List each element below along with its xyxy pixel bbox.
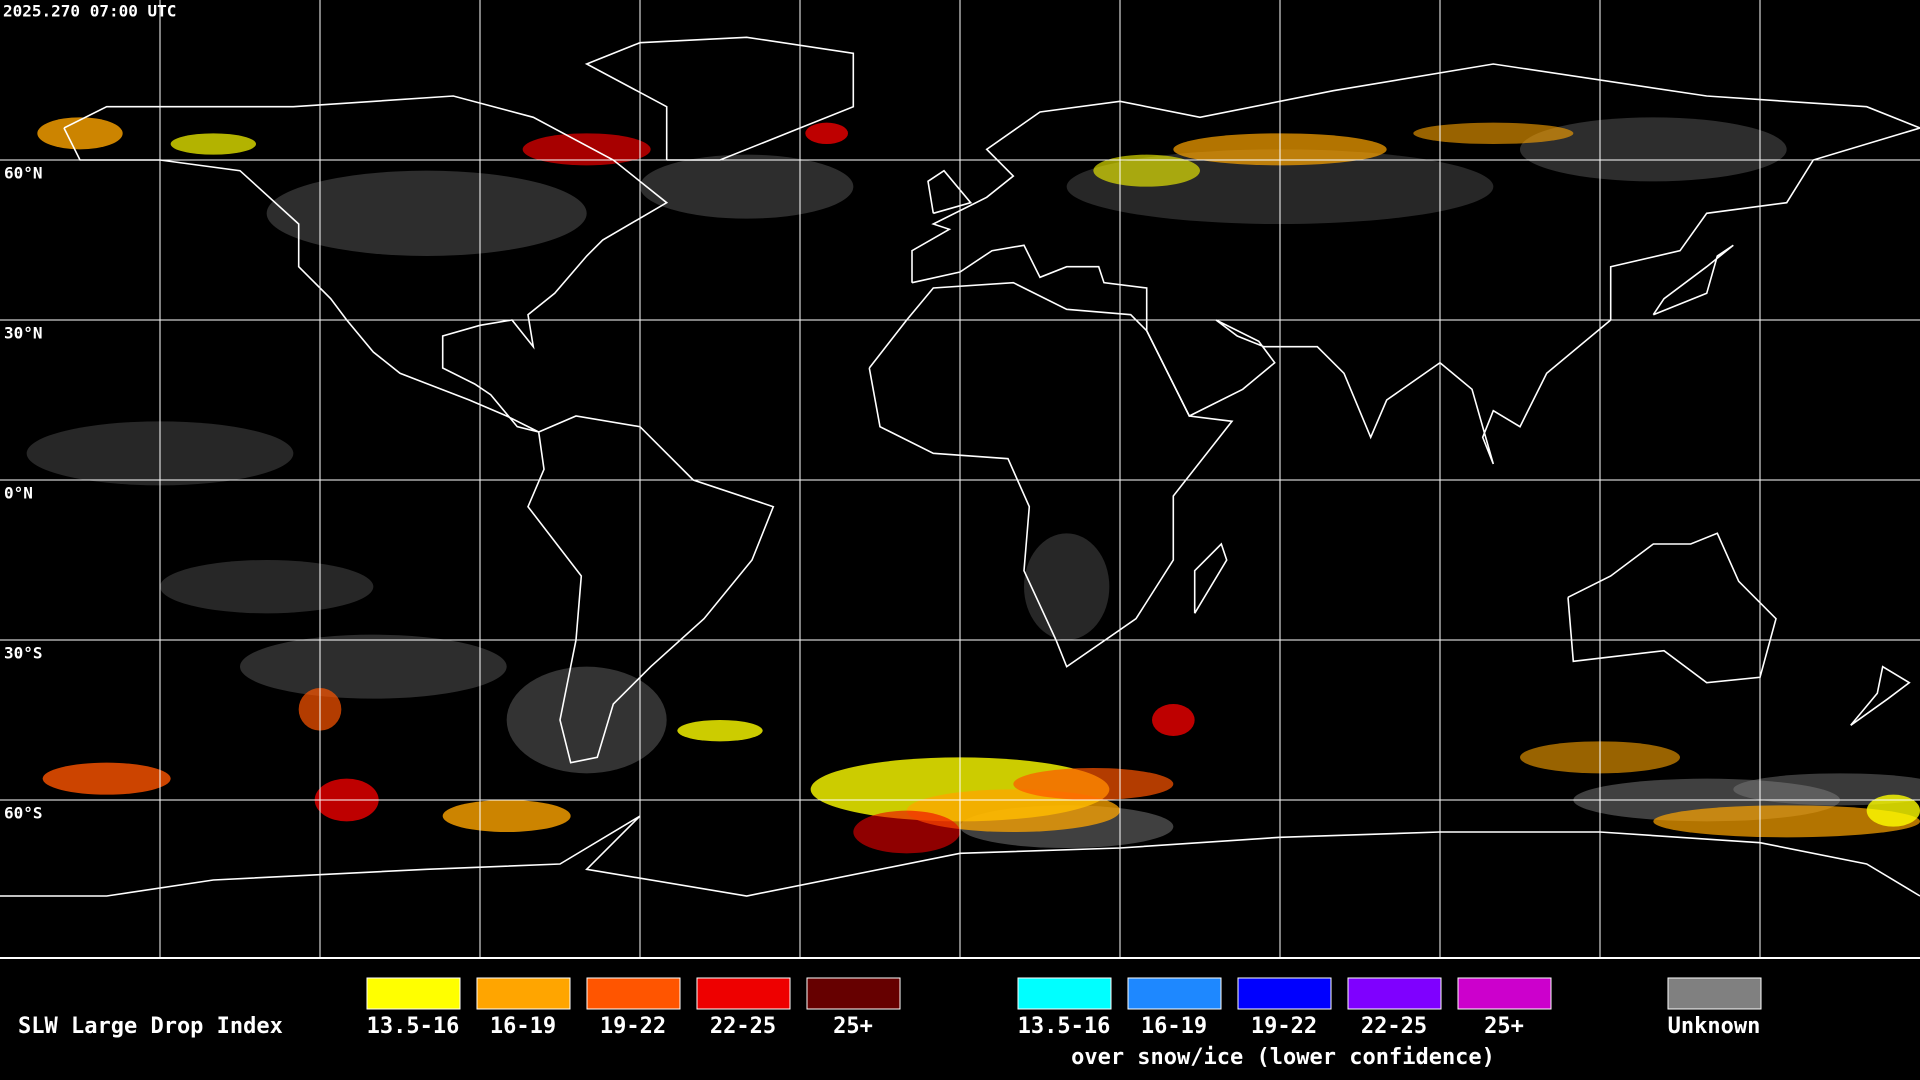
- legend-swatch: [696, 977, 791, 1010]
- coastline: [63, 95, 669, 433]
- map-border: [0, 957, 1920, 959]
- coastline: [868, 281, 1234, 668]
- cloud-patch: [1013, 768, 1174, 800]
- cloud-patch: [1093, 154, 1200, 187]
- latitude-label: 30°S: [4, 644, 43, 663]
- cloud-patch: [170, 133, 256, 155]
- coastline: [1567, 532, 1777, 684]
- legend-swatch: [1237, 977, 1332, 1010]
- coastline: [1850, 665, 1911, 726]
- legend-swatch: [366, 977, 461, 1010]
- cloud-patch: [805, 122, 849, 144]
- legend-label: 16-19: [490, 1014, 556, 1039]
- latitude-label: 60°S: [4, 804, 43, 823]
- cloud-patch: [1866, 794, 1920, 827]
- cloud-patch: [506, 666, 667, 774]
- legend: 13.5-16 16-19 19-22 22-25 25+ 13.5-16 16-19 19-…: [366, 977, 1762, 1070]
- legend-label: 25+: [1484, 1014, 1524, 1039]
- cloud-patch: [160, 560, 374, 614]
- legend-title: SLW Large Drop Index: [18, 1014, 283, 1039]
- legend-label: 22-25: [1361, 1014, 1427, 1039]
- legend-label: 16-19: [1141, 1014, 1207, 1039]
- legend-label: 19-22: [1251, 1014, 1317, 1039]
- legend-swatch: [476, 977, 571, 1010]
- legend-label: 19-22: [600, 1014, 666, 1039]
- coastline: [927, 169, 973, 215]
- cloud-patch: [1413, 122, 1574, 144]
- legend-label: 22-25: [710, 1014, 776, 1039]
- cloud-patch: [677, 720, 763, 742]
- cloud-patch: [1520, 117, 1787, 182]
- legend-label: 13.5-16: [1018, 1014, 1111, 1039]
- legend-swatch: [1127, 977, 1222, 1010]
- coastline: [0, 815, 1920, 897]
- coastline: [1193, 542, 1228, 614]
- cloud-patch: [1733, 773, 1920, 806]
- legend-swatch: [1017, 977, 1112, 1010]
- legend-swatch: [586, 977, 681, 1010]
- cloud-patch: [1152, 704, 1195, 736]
- legend-label: 13.5-16: [367, 1014, 460, 1039]
- legend-swatch: [806, 977, 901, 1010]
- legend-label: 25+: [833, 1014, 873, 1039]
- legend-caption: over snow/ice (lower confidence): [1071, 1045, 1495, 1070]
- latitude-label: 60°N: [4, 164, 43, 183]
- graticule: [0, 0, 1920, 957]
- cloud-patch: [853, 810, 961, 854]
- latitude-label: 30°N: [4, 324, 43, 343]
- cloud-patch: [1023, 533, 1110, 641]
- legend-swatch: [1457, 977, 1552, 1010]
- cloud-patch: [640, 154, 854, 219]
- legend-swatch: [1347, 977, 1442, 1010]
- cloud-patch: [1653, 805, 1920, 838]
- timestamp: 2025.270 07:00 UTC: [3, 2, 176, 21]
- coastline: [527, 415, 775, 764]
- cloud-patch: [37, 117, 123, 150]
- cloud-patch: [42, 762, 171, 795]
- cloud-patch: [266, 170, 587, 256]
- legend-label: Unknown: [1668, 1014, 1761, 1039]
- cloud-patch: [442, 800, 571, 832]
- legend-swatch: [1667, 977, 1762, 1010]
- cloud-patch: [240, 634, 507, 699]
- cloud-patch: [522, 133, 651, 166]
- latitude-label: 0°N: [4, 484, 33, 503]
- coastline: [1652, 244, 1734, 316]
